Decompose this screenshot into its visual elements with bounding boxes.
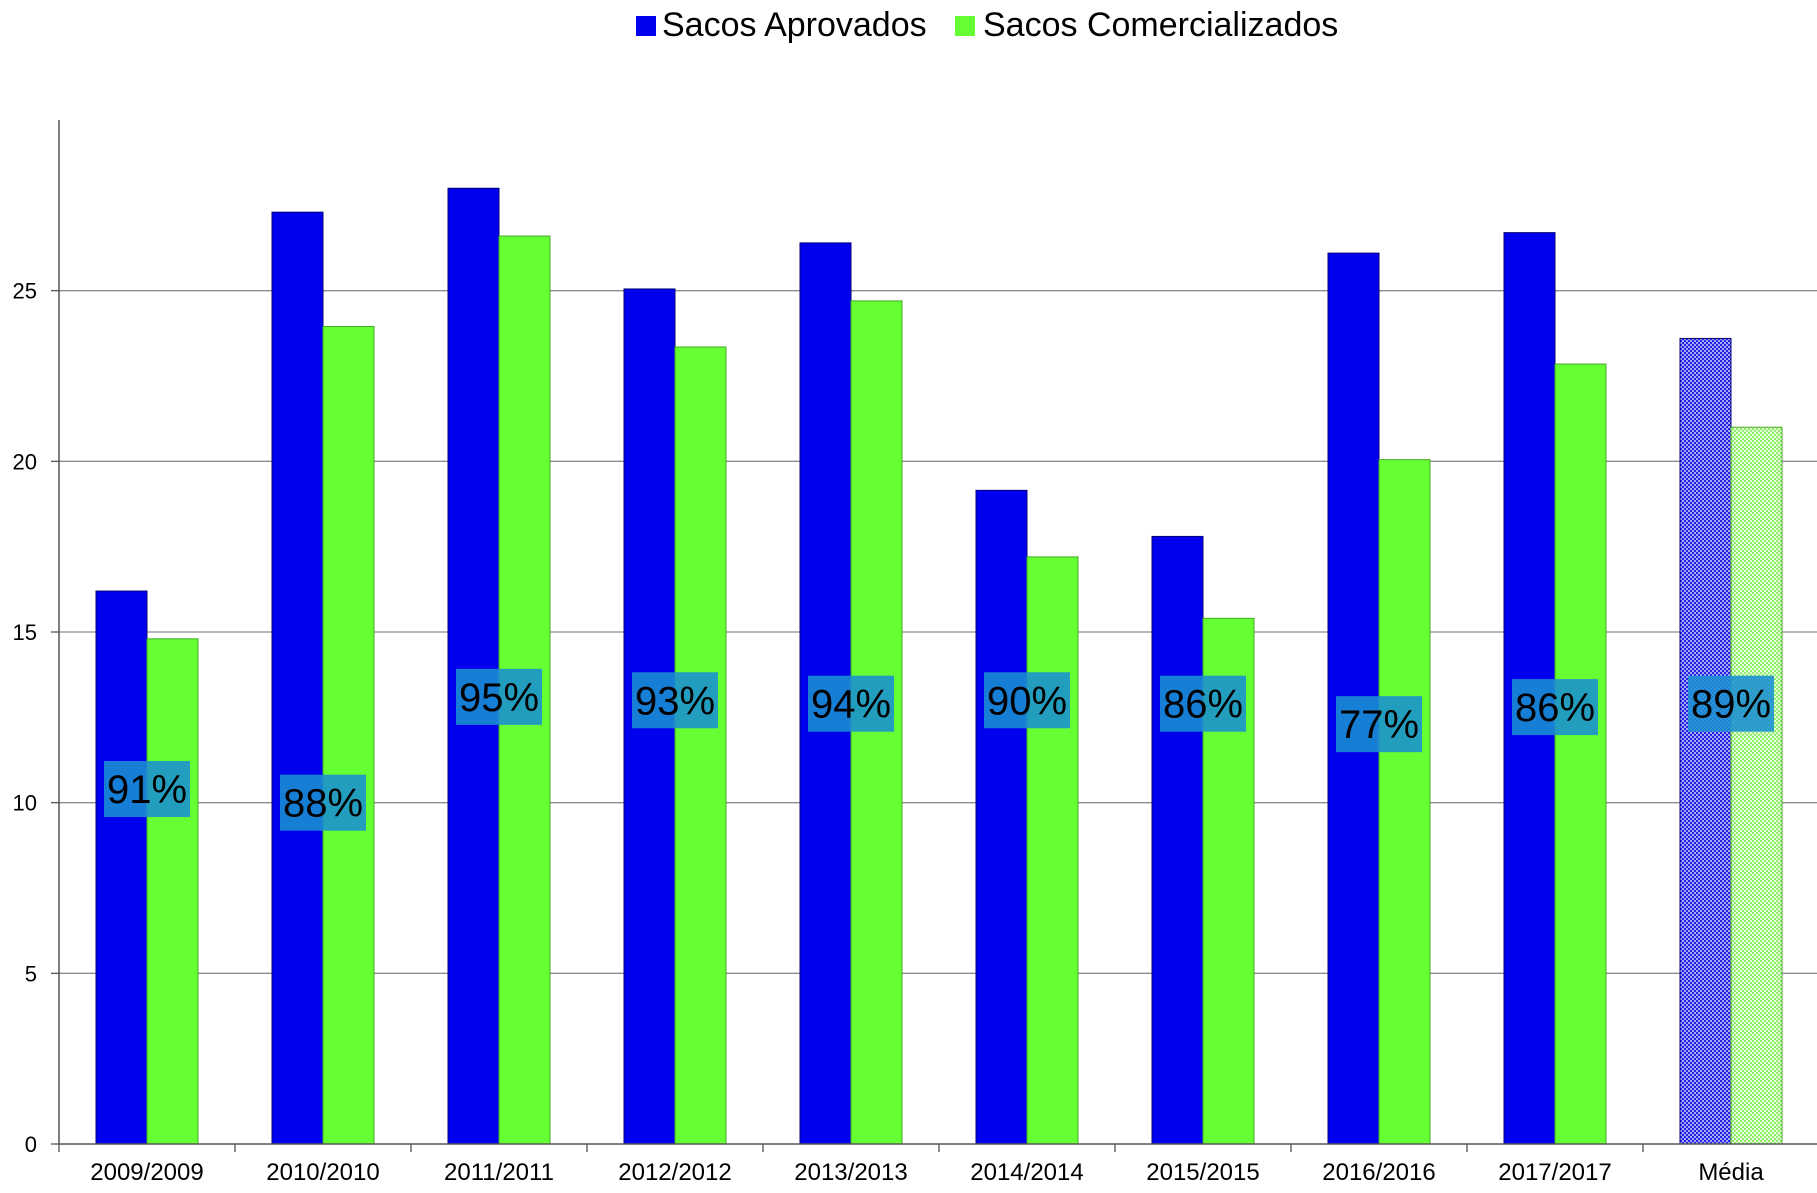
data-label: 86% (1163, 683, 1243, 727)
data-label: 88% (283, 782, 363, 826)
y-tick-label: 20 (13, 449, 37, 474)
data-label-box (1336, 696, 1422, 753)
y-tick-label: 5 (25, 961, 37, 986)
y-tick-label: 10 (13, 791, 37, 816)
x-tick-label: 2017/2017 (1498, 1159, 1611, 1186)
data-label-box (456, 668, 542, 725)
bar-aprovados-6 (975, 489, 1028, 1145)
data-label: 90% (987, 679, 1067, 723)
x-tick-label: 2011/2011 (444, 1159, 554, 1186)
data-label-box (1512, 679, 1598, 736)
data-labels: 91% 88% 95% 93% 94% 90% 86% 77% 86% 89% (104, 668, 1774, 831)
x-tick-label: 2010/2010 (266, 1159, 379, 1186)
data-label: 94% (811, 683, 891, 727)
x-tick-label: 2013/2013 (794, 1159, 907, 1186)
y-tick-label: 25 (13, 279, 37, 304)
legend-label-2: Sacos Comercializados (983, 6, 1338, 44)
bar-comercializados-8 (1378, 459, 1431, 1145)
legend-label-1: Sacos Aprovados (662, 6, 927, 44)
data-label-box (1160, 675, 1246, 732)
bar-comercializados-9 (1554, 363, 1607, 1145)
x-tick-label: 2016/2016 (1322, 1159, 1435, 1186)
legend: Sacos Aprovados Sacos Comercializados (636, 6, 1338, 44)
bars (95, 187, 1783, 1145)
bar-aprovados-7 (1151, 535, 1204, 1145)
axes: 2009/2009 2010/2010 2011/2011 2012/2012 2013… (58, 120, 1817, 1186)
x-tick-label: 2012/2012 (618, 1159, 731, 1186)
bar-comercializados-1 (146, 638, 199, 1145)
data-label: 86% (1515, 686, 1595, 730)
x-tick-label: Média (1698, 1159, 1764, 1186)
data-label-box (632, 672, 718, 729)
x-tick-label: 2009/2009 (90, 1159, 203, 1186)
bar-aprovados-1 (95, 590, 148, 1145)
bar-aprovados-10 (1679, 337, 1732, 1145)
data-label-box (1688, 675, 1774, 732)
data-label-box (104, 761, 190, 818)
data-label: 89% (1691, 683, 1771, 727)
bar-aprovados-2 (271, 211, 324, 1145)
data-label-box (280, 774, 366, 831)
data-label: 93% (635, 679, 715, 723)
legend-swatch-1 (636, 16, 656, 36)
bar-comercializados-4 (674, 346, 727, 1145)
data-label-box (984, 672, 1070, 729)
x-tick-label: 2014/2014 (970, 1159, 1083, 1186)
data-label: 95% (459, 676, 539, 720)
data-label: 91% (107, 768, 187, 812)
bar-comercializados-2 (322, 326, 375, 1145)
y-tick-label: 15 (13, 620, 37, 645)
x-tick-label: 2015/2015 (1146, 1159, 1259, 1186)
y-tick-label: 0 (25, 1132, 37, 1157)
data-label: 77% (1339, 703, 1419, 747)
data-label-box (808, 675, 894, 732)
bar-comercializados-6 (1026, 556, 1079, 1145)
legend-swatch-2 (955, 16, 975, 36)
bar-aprovados-3 (447, 187, 500, 1145)
bar-comercializados-10 (1730, 426, 1783, 1145)
